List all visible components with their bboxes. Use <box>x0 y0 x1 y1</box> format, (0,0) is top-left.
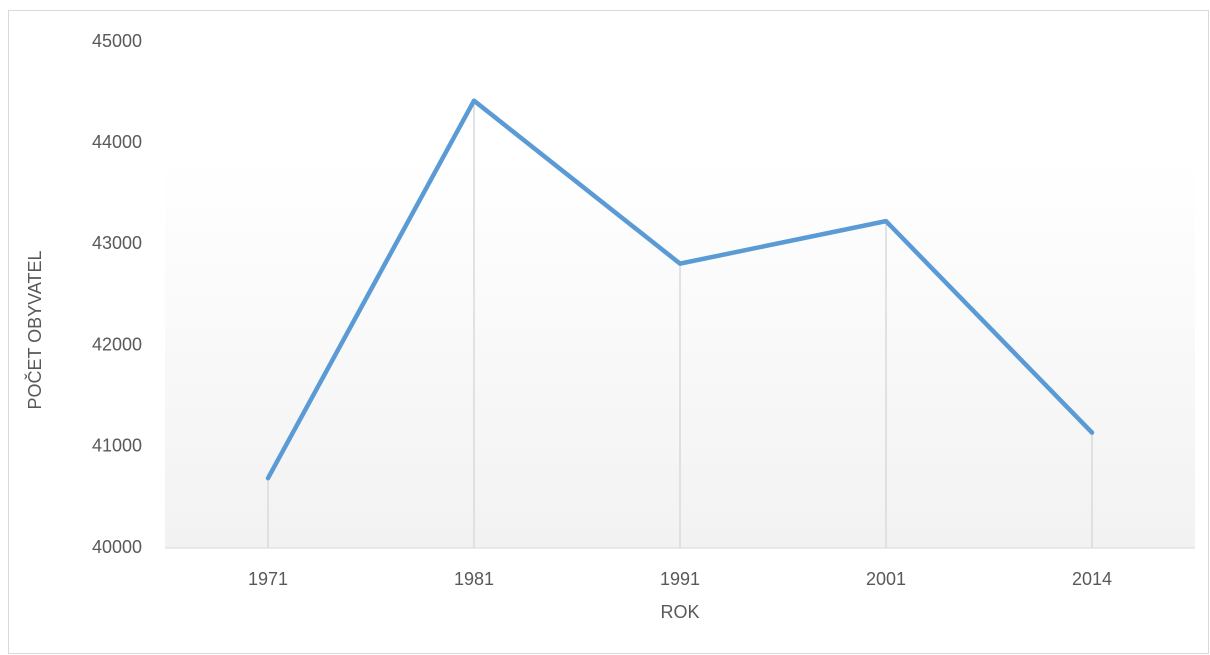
x-tick-label: 1971 <box>248 569 288 589</box>
x-tick-label: 1991 <box>660 569 700 589</box>
y-axis-label: POČET OBYVATEL <box>24 250 45 409</box>
y-tick-label: 43000 <box>92 233 142 253</box>
y-tick-label: 44000 <box>92 132 142 152</box>
y-tick-label: 45000 <box>92 31 142 51</box>
y-tick-label: 41000 <box>92 436 142 456</box>
x-axis-label: ROK <box>660 602 699 622</box>
y-tick-label: 40000 <box>92 537 142 557</box>
x-tick-label: 2014 <box>1072 569 1112 589</box>
x-tick-label: 2001 <box>866 569 906 589</box>
x-tick-label: 1981 <box>454 569 494 589</box>
data-line <box>265 98 1095 481</box>
y-tick-label: 42000 <box>92 334 142 354</box>
